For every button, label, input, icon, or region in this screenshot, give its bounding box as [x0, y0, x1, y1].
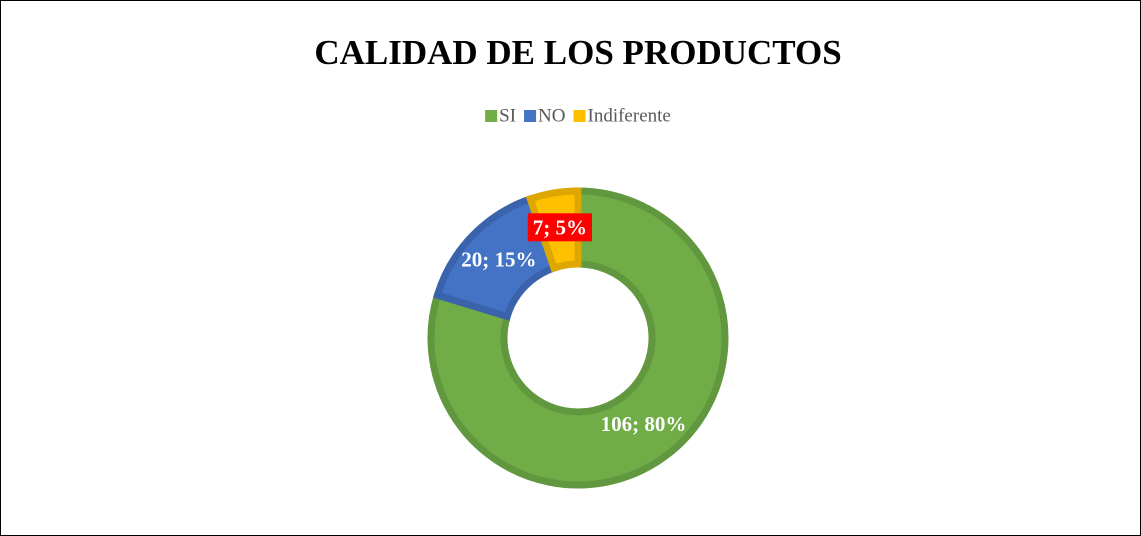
legend-swatch [573, 110, 586, 122]
legend-label: SI [499, 105, 516, 126]
data-label-background [527, 213, 593, 242]
data-label: 106; 80% [601, 412, 687, 436]
legend-label: Indiferente [588, 105, 671, 126]
donut-segment [427, 187, 729, 489]
chart-title: CALIDAD DE LOS PRODUCTOS [314, 33, 841, 72]
legend-swatch [524, 110, 537, 122]
data-label: 7; 5% [533, 215, 587, 239]
data-label: 20; 15% [461, 247, 536, 271]
legend-label: NO [538, 105, 565, 126]
legend-swatch [485, 110, 498, 122]
